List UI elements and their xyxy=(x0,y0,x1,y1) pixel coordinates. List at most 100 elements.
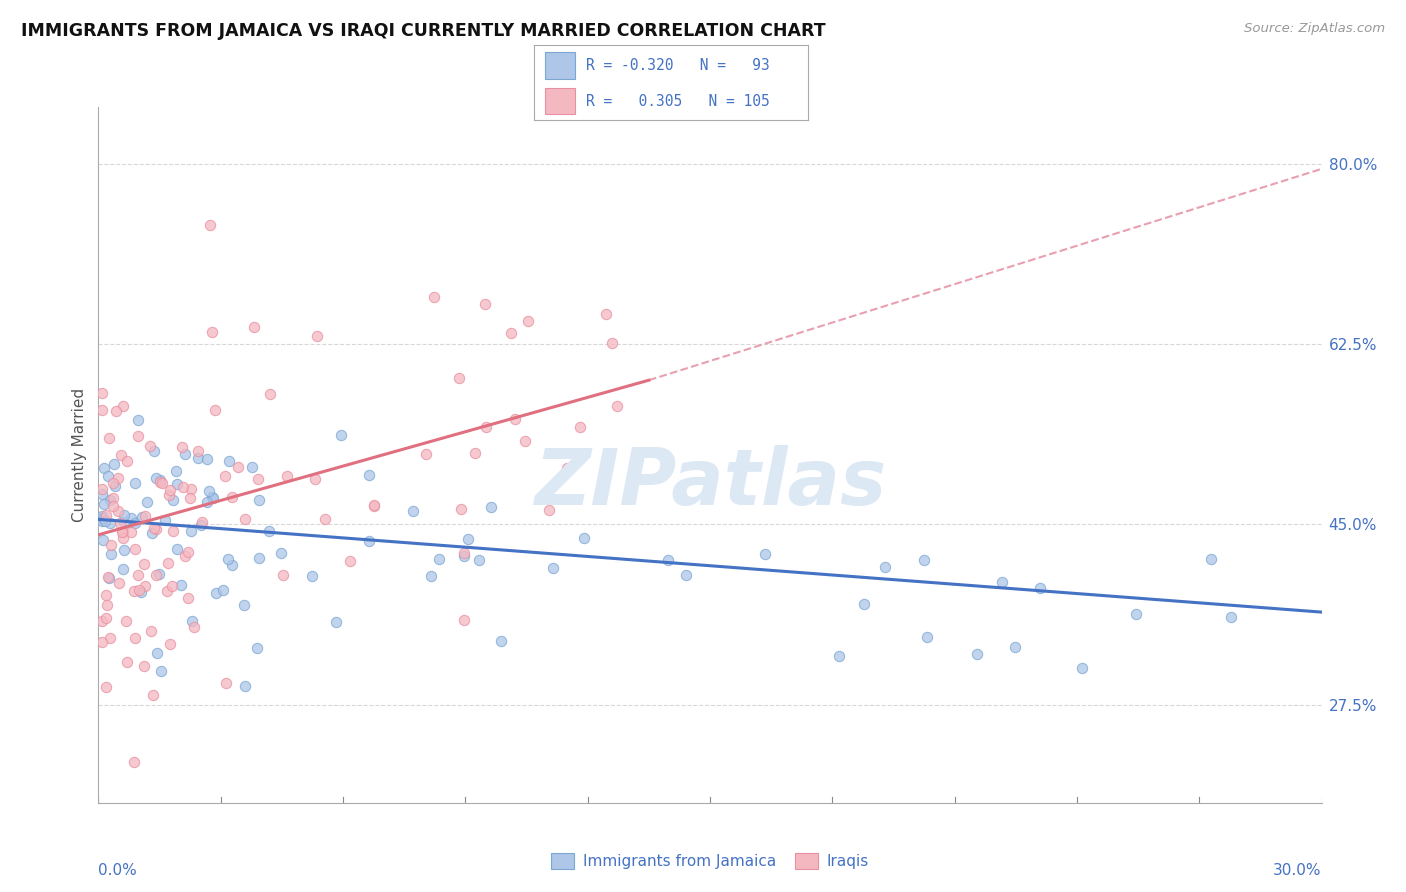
Point xyxy=(180,524,202,539)
Point xyxy=(423,290,446,304)
Point xyxy=(166,477,188,491)
Point xyxy=(111,525,134,540)
Point xyxy=(91,386,114,401)
Point xyxy=(453,546,475,560)
Point xyxy=(148,566,170,581)
Point xyxy=(419,569,441,583)
Point xyxy=(457,532,479,546)
Point xyxy=(201,490,224,504)
Point xyxy=(122,755,145,769)
Point xyxy=(124,631,146,645)
Point xyxy=(325,615,347,629)
Point xyxy=(217,551,239,566)
Point xyxy=(142,688,165,702)
Point xyxy=(259,386,281,401)
Point xyxy=(145,567,167,582)
Point xyxy=(195,495,218,509)
Point xyxy=(159,637,181,651)
Point xyxy=(132,557,155,571)
Point xyxy=(127,429,149,443)
Point xyxy=(606,400,628,414)
Point xyxy=(177,545,200,559)
Point xyxy=(214,469,236,483)
Point xyxy=(464,446,486,460)
Point xyxy=(112,542,135,557)
Point xyxy=(195,451,218,466)
Point xyxy=(157,556,180,570)
Point xyxy=(513,434,536,449)
Point xyxy=(453,613,475,627)
Point xyxy=(98,632,121,646)
Point xyxy=(233,679,256,693)
Point xyxy=(1199,551,1222,566)
Point xyxy=(94,611,117,625)
Point xyxy=(1220,610,1243,624)
Point xyxy=(170,440,193,454)
Point xyxy=(112,531,135,545)
Point xyxy=(198,219,221,233)
Point xyxy=(172,480,194,494)
Point xyxy=(174,447,197,461)
Legend: Immigrants from Jamaica, Iraqis: Immigrants from Jamaica, Iraqis xyxy=(546,847,875,875)
Point xyxy=(221,558,243,572)
Point xyxy=(233,511,256,525)
Point xyxy=(93,514,115,528)
Text: ZIPatlas: ZIPatlas xyxy=(534,445,886,521)
Point xyxy=(600,336,623,351)
Point xyxy=(1125,607,1147,621)
Point xyxy=(107,504,129,518)
Text: Source: ZipAtlas.com: Source: ZipAtlas.com xyxy=(1244,22,1385,36)
Point xyxy=(517,314,540,328)
Point xyxy=(97,469,120,483)
Point xyxy=(135,495,157,509)
Point xyxy=(503,412,526,426)
Point xyxy=(270,546,292,560)
Point xyxy=(246,472,269,486)
Point xyxy=(363,499,385,513)
Point xyxy=(450,502,472,516)
FancyBboxPatch shape xyxy=(546,52,575,78)
Point xyxy=(160,579,183,593)
Point xyxy=(853,598,876,612)
Point xyxy=(276,469,298,483)
Point xyxy=(91,487,114,501)
Point xyxy=(115,614,138,628)
Point xyxy=(215,675,238,690)
Point xyxy=(568,420,591,434)
Point xyxy=(134,659,156,673)
Point xyxy=(329,428,352,442)
Point xyxy=(162,493,184,508)
Point xyxy=(657,553,679,567)
Point xyxy=(100,538,122,552)
Point xyxy=(402,504,425,518)
Point xyxy=(150,475,173,490)
Point xyxy=(112,508,135,523)
Point xyxy=(134,508,156,523)
Point xyxy=(271,568,294,582)
Point xyxy=(197,484,219,499)
Point xyxy=(259,524,281,539)
Point xyxy=(304,472,326,486)
Point xyxy=(187,451,209,466)
Point xyxy=(98,493,121,508)
Point xyxy=(1071,660,1094,674)
Point xyxy=(187,444,209,458)
Point xyxy=(541,561,564,575)
Point xyxy=(242,319,264,334)
Point xyxy=(190,518,212,533)
Point xyxy=(100,516,122,531)
Point xyxy=(595,307,617,321)
Text: IMMIGRANTS FROM JAMAICA VS IRAQI CURRENTLY MARRIED CORRELATION CHART: IMMIGRANTS FROM JAMAICA VS IRAQI CURRENT… xyxy=(21,22,825,40)
Point xyxy=(91,511,114,525)
Point xyxy=(174,549,197,563)
Point xyxy=(131,509,153,524)
Point xyxy=(873,560,896,574)
Y-axis label: Currently Married: Currently Married xyxy=(72,388,87,522)
Point xyxy=(159,483,181,498)
Point xyxy=(557,461,579,475)
Point xyxy=(93,497,115,511)
Point xyxy=(103,500,125,514)
Point xyxy=(912,553,935,567)
Point xyxy=(141,624,163,639)
Point xyxy=(537,502,560,516)
